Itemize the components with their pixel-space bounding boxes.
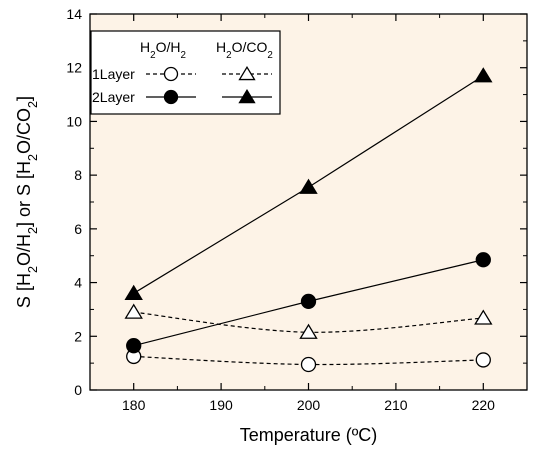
data-point xyxy=(474,309,493,325)
tick-labels: 180 190 200 210 220 0 2 4 6 8 10 12 14 xyxy=(66,6,495,413)
series-line-0 xyxy=(133,355,484,366)
y-tick-label: 4 xyxy=(74,275,82,291)
data-point xyxy=(474,67,493,83)
y-tick-label: 10 xyxy=(66,113,82,129)
x-tick-label: 200 xyxy=(297,397,321,413)
y-tick-label: 12 xyxy=(66,60,82,76)
x-tick-label: 180 xyxy=(122,397,146,413)
legend-label-1layer: 1Layer xyxy=(92,66,135,82)
y-tick-label: 2 xyxy=(74,328,82,344)
legend-marker xyxy=(238,88,256,104)
legend-header-h2o-co2: H2O/CO2 xyxy=(216,39,273,61)
data-point xyxy=(126,338,142,354)
legend-marker xyxy=(163,66,179,82)
series-markers xyxy=(124,67,493,373)
legend: H2O/H2 H2O/CO2 1Layer 2Layer xyxy=(90,30,281,115)
data-point xyxy=(299,323,318,339)
data-point xyxy=(124,284,143,300)
y-tick-label: 6 xyxy=(74,221,82,237)
data-point xyxy=(475,352,491,368)
y-tick-label: 0 xyxy=(74,382,82,398)
data-point xyxy=(300,356,317,373)
y-tick-label: 8 xyxy=(74,167,82,183)
x-tick-label: 220 xyxy=(472,397,496,413)
x-axis-title: Temperature (ºC) xyxy=(240,425,378,445)
legend-label-2layer: 2Layer xyxy=(92,89,135,105)
y-tick-label: 14 xyxy=(66,6,82,22)
data-point xyxy=(299,178,318,194)
x-tick-label: 210 xyxy=(384,397,408,413)
data-point xyxy=(300,293,317,310)
y-axis-title: S [H2O/H2] or S [H2O/CO2] xyxy=(14,96,40,308)
data-point xyxy=(475,252,491,268)
legend-marker xyxy=(238,65,256,81)
plot-frame xyxy=(89,13,528,391)
legend-header-h2o-h2: H2O/H2 xyxy=(140,39,186,61)
x-tick-label: 190 xyxy=(209,397,233,413)
data-point xyxy=(124,303,143,319)
legend-marker xyxy=(163,89,179,105)
